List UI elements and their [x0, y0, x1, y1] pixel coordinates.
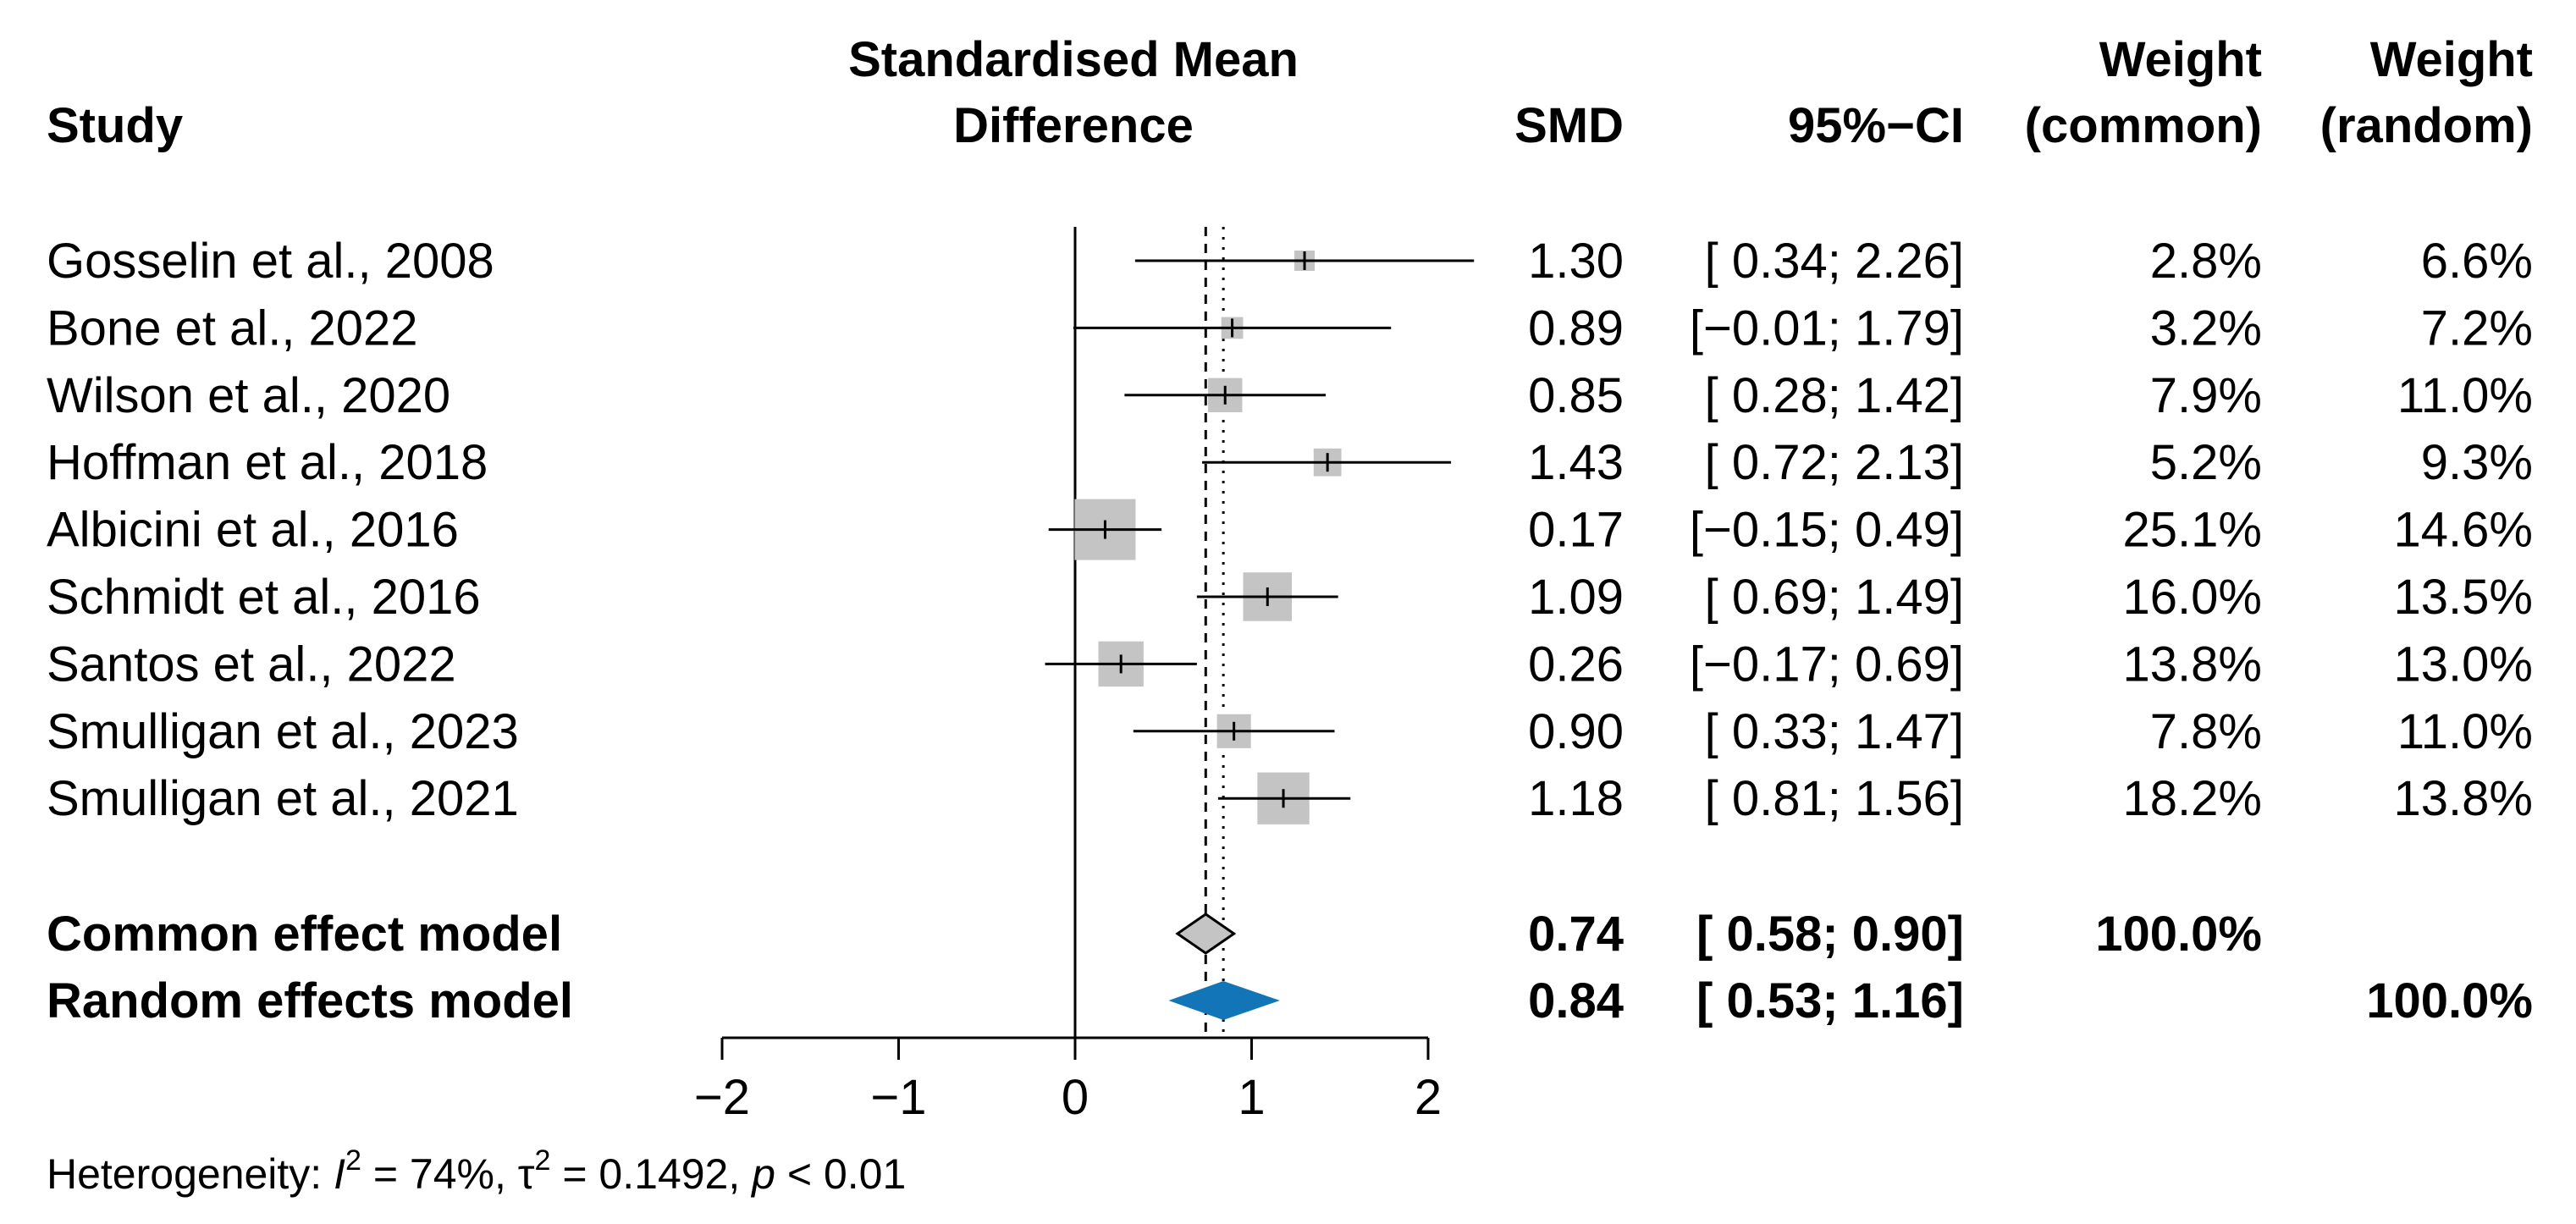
study-smd: 1.09 — [1528, 570, 1624, 625]
heterogeneity-text: Heterogeneity: I2 = 74%, τ2 = 0.1492, p … — [47, 1144, 906, 1198]
header-smd-label-line1: Standardised Mean — [848, 32, 1299, 87]
study-weight-common: 7.8% — [2150, 704, 2262, 759]
study-row: Santos et al., 2022 0.26 [−0.17; 0.69] 13.8… — [47, 637, 2533, 692]
study-name: Smulligan et al., 2023 — [47, 704, 519, 759]
study-weight-common: 5.2% — [2150, 435, 2262, 490]
x-axis-tick-label: −1 — [870, 1070, 926, 1125]
study-smd: 0.89 — [1528, 300, 1624, 356]
header-weight-common-line2: (common) — [2025, 98, 2262, 153]
model-smd: 0.84 — [1528, 973, 1624, 1028]
study-smd: 1.30 — [1528, 234, 1624, 289]
study-ci: [ 0.28; 1.42] — [1705, 368, 1964, 423]
header: Study Standardised Mean Difference SMD 9… — [47, 32, 2533, 153]
tau-exponent: 2 — [535, 1144, 551, 1177]
study-ci: [ 0.69; 1.49] — [1705, 570, 1964, 625]
model-ci: [ 0.53; 1.16] — [1696, 973, 1964, 1028]
study-name: Wilson et al., 2020 — [47, 368, 450, 423]
study-weight-common: 7.9% — [2150, 368, 2262, 423]
model-weight-common: 100.0% — [2095, 907, 2262, 962]
header-weight-common-line1: Weight — [2099, 32, 2262, 87]
study-smd: 1.43 — [1528, 435, 1624, 490]
study-row: Bone et al., 2022 0.89 [−0.01; 1.79] 3.2% 7.… — [47, 300, 2533, 356]
study-weight-random: 6.6% — [2421, 234, 2533, 289]
header-weight-random-line1: Weight — [2370, 32, 2533, 87]
header-smd: SMD — [1514, 98, 1624, 153]
study-weight-random: 13.8% — [2394, 771, 2533, 826]
model-weight-random: 100.0% — [2366, 973, 2533, 1028]
x-axis: −2 −1 0 1 2 — [694, 1036, 1442, 1125]
study-row: Smulligan et al., 2021 1.18 [ 0.81; 1.56] 1… — [47, 771, 2533, 826]
study-row: Albicini et al., 2016 0.17 [−0.15; 0.49] 25… — [47, 499, 2533, 560]
study-name: Albicini et al., 2016 — [47, 503, 459, 558]
model-row: Common effect model 0.74 [ 0.58; 0.90] 100.… — [47, 907, 2262, 962]
study-ci: [−0.17; 0.69] — [1690, 637, 1964, 692]
study-name: Gosselin et al., 2008 — [47, 234, 494, 289]
x-axis-tick-label: 1 — [1238, 1070, 1265, 1125]
x-axis-tick-label: −2 — [694, 1070, 750, 1125]
i2-value: = 74%, — [361, 1150, 518, 1198]
header-study: Study — [47, 98, 183, 153]
model-rows: Common effect model 0.74 [ 0.58; 0.90] 100.… — [47, 907, 2533, 1028]
study-weight-random: 11.0% — [2397, 368, 2533, 423]
study-weight-common: 2.8% — [2150, 234, 2262, 289]
study-row: Schmidt et al., 2016 1.09 [ 0.69; 1.49] 16.… — [47, 570, 2533, 625]
header-weight-random-line2: (random) — [2320, 98, 2533, 153]
study-weight-common: 25.1% — [2123, 503, 2262, 558]
study-weight-random: 13.0% — [2394, 637, 2533, 692]
model-name: Common effect model — [47, 907, 562, 962]
study-ci: [ 0.72; 2.13] — [1705, 435, 1964, 490]
tau-value: = 0.1492, — [550, 1150, 752, 1198]
study-row: Smulligan et al., 2023 0.90 [ 0.33; 1.47] 7… — [47, 704, 2533, 759]
i2-exponent: 2 — [345, 1144, 361, 1177]
study-weight-random: 11.0% — [2397, 704, 2533, 759]
study-smd: 0.85 — [1528, 368, 1624, 423]
study-weight-common: 18.2% — [2123, 771, 2262, 826]
heterogeneity-prefix: Heterogeneity: — [47, 1150, 334, 1198]
tau-symbol: τ — [518, 1150, 535, 1198]
common-effect-diamond — [1175, 912, 1237, 955]
study-weight-random: 13.5% — [2394, 570, 2533, 625]
study-ci: [ 0.33; 1.47] — [1705, 704, 1964, 759]
study-ci: [ 0.81; 1.56] — [1705, 771, 1964, 826]
study-weight-common: 16.0% — [2123, 570, 2262, 625]
study-name: Smulligan et al., 2021 — [47, 771, 519, 826]
study-ci: [ 0.34; 2.26] — [1705, 234, 1964, 289]
study-weight-common: 3.2% — [2150, 300, 2262, 356]
study-name: Schmidt et al., 2016 — [47, 570, 481, 625]
study-smd: 0.90 — [1528, 704, 1624, 759]
random-effects-diamond — [1168, 981, 1280, 1020]
study-row: Hoffman et al., 2018 1.43 [ 0.72; 2.13] 5.2… — [47, 435, 2533, 490]
study-ci: [−0.15; 0.49] — [1690, 503, 1964, 558]
x-axis-tick-label: 2 — [1415, 1070, 1442, 1125]
i2-symbol: I — [334, 1150, 345, 1198]
study-row: Wilson et al., 2020 0.85 [ 0.28; 1.42] 7.9%… — [47, 368, 2533, 423]
study-name: Santos et al., 2022 — [47, 637, 456, 692]
model-row: Random effects model 0.84 [ 0.53; 1.16] 100… — [47, 973, 2533, 1028]
study-smd: 0.26 — [1528, 637, 1624, 692]
p-value: < 0.01 — [775, 1150, 906, 1198]
study-smd: 1.18 — [1528, 771, 1624, 826]
study-weight-random: 9.3% — [2421, 435, 2533, 490]
study-name: Bone et al., 2022 — [47, 300, 418, 356]
model-name: Random effects model — [47, 973, 573, 1028]
header-smd-label-line2: Difference — [953, 98, 1194, 153]
study-weight-common: 13.8% — [2123, 637, 2262, 692]
study-weight-random: 14.6% — [2394, 503, 2533, 558]
header-ci: 95%−CI — [1788, 98, 1964, 153]
study-row: Gosselin et al., 2008 1.30 [ 0.34; 2.26] 2.… — [47, 234, 2533, 289]
model-ci: [ 0.58; 0.90] — [1696, 907, 1964, 962]
model-smd: 0.74 — [1528, 907, 1624, 962]
x-axis-tick-label: 0 — [1062, 1070, 1089, 1125]
study-name: Hoffman et al., 2018 — [47, 435, 488, 490]
study-rows: Gosselin et al., 2008 1.30 [ 0.34; 2.26] 2.… — [47, 234, 2533, 826]
study-weight-random: 7.2% — [2421, 300, 2533, 356]
p-symbol: p — [750, 1150, 775, 1198]
study-ci: [−0.01; 1.79] — [1690, 300, 1964, 356]
study-smd: 0.17 — [1528, 503, 1624, 558]
